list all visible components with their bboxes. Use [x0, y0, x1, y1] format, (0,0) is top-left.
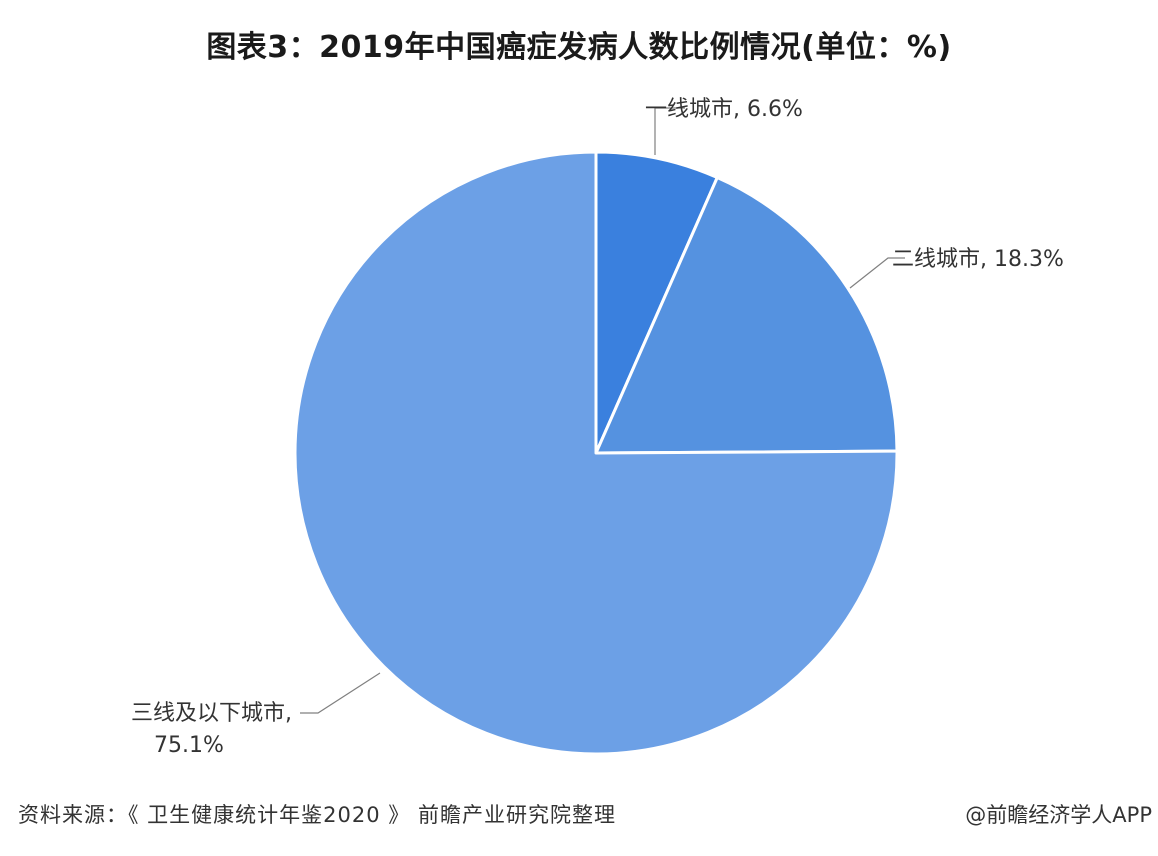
slice-label-tier3-line1: 三线及以下城市, — [131, 701, 292, 726]
slice-leader-lines — [300, 107, 905, 714]
pie-slice-tier2 — [594, 176, 899, 455]
pie-slice-tier3 — [293, 150, 899, 756]
leader-line-tier1 — [654, 107, 685, 155]
pie-slices — [293, 150, 899, 756]
chart-title: 图表3：2019年中国癌症发病人数比例情况(单位：%) — [206, 30, 952, 65]
slice-label-tier3-line2: 75.1% — [154, 733, 224, 758]
leader-line-tier2 — [849, 257, 905, 289]
slice-label-tier1: 一线城市, 6.6% — [645, 97, 803, 122]
leader-line-tier3 — [300, 672, 381, 714]
source-note: 资料来源：《 卫生健康统计年鉴2020 》 前瞻产业研究院整理 — [18, 803, 616, 827]
slice-label-tier2: 二线城市, 18.3% — [892, 247, 1064, 272]
pie-slice-tier1 — [594, 150, 719, 455]
credit-label: @前瞻经济学人APP — [965, 803, 1152, 827]
pie-chart: 一线城市, 6.6% 二线城市, 18.3% 三线及以下城市, 75.1% — [131, 97, 1064, 758]
